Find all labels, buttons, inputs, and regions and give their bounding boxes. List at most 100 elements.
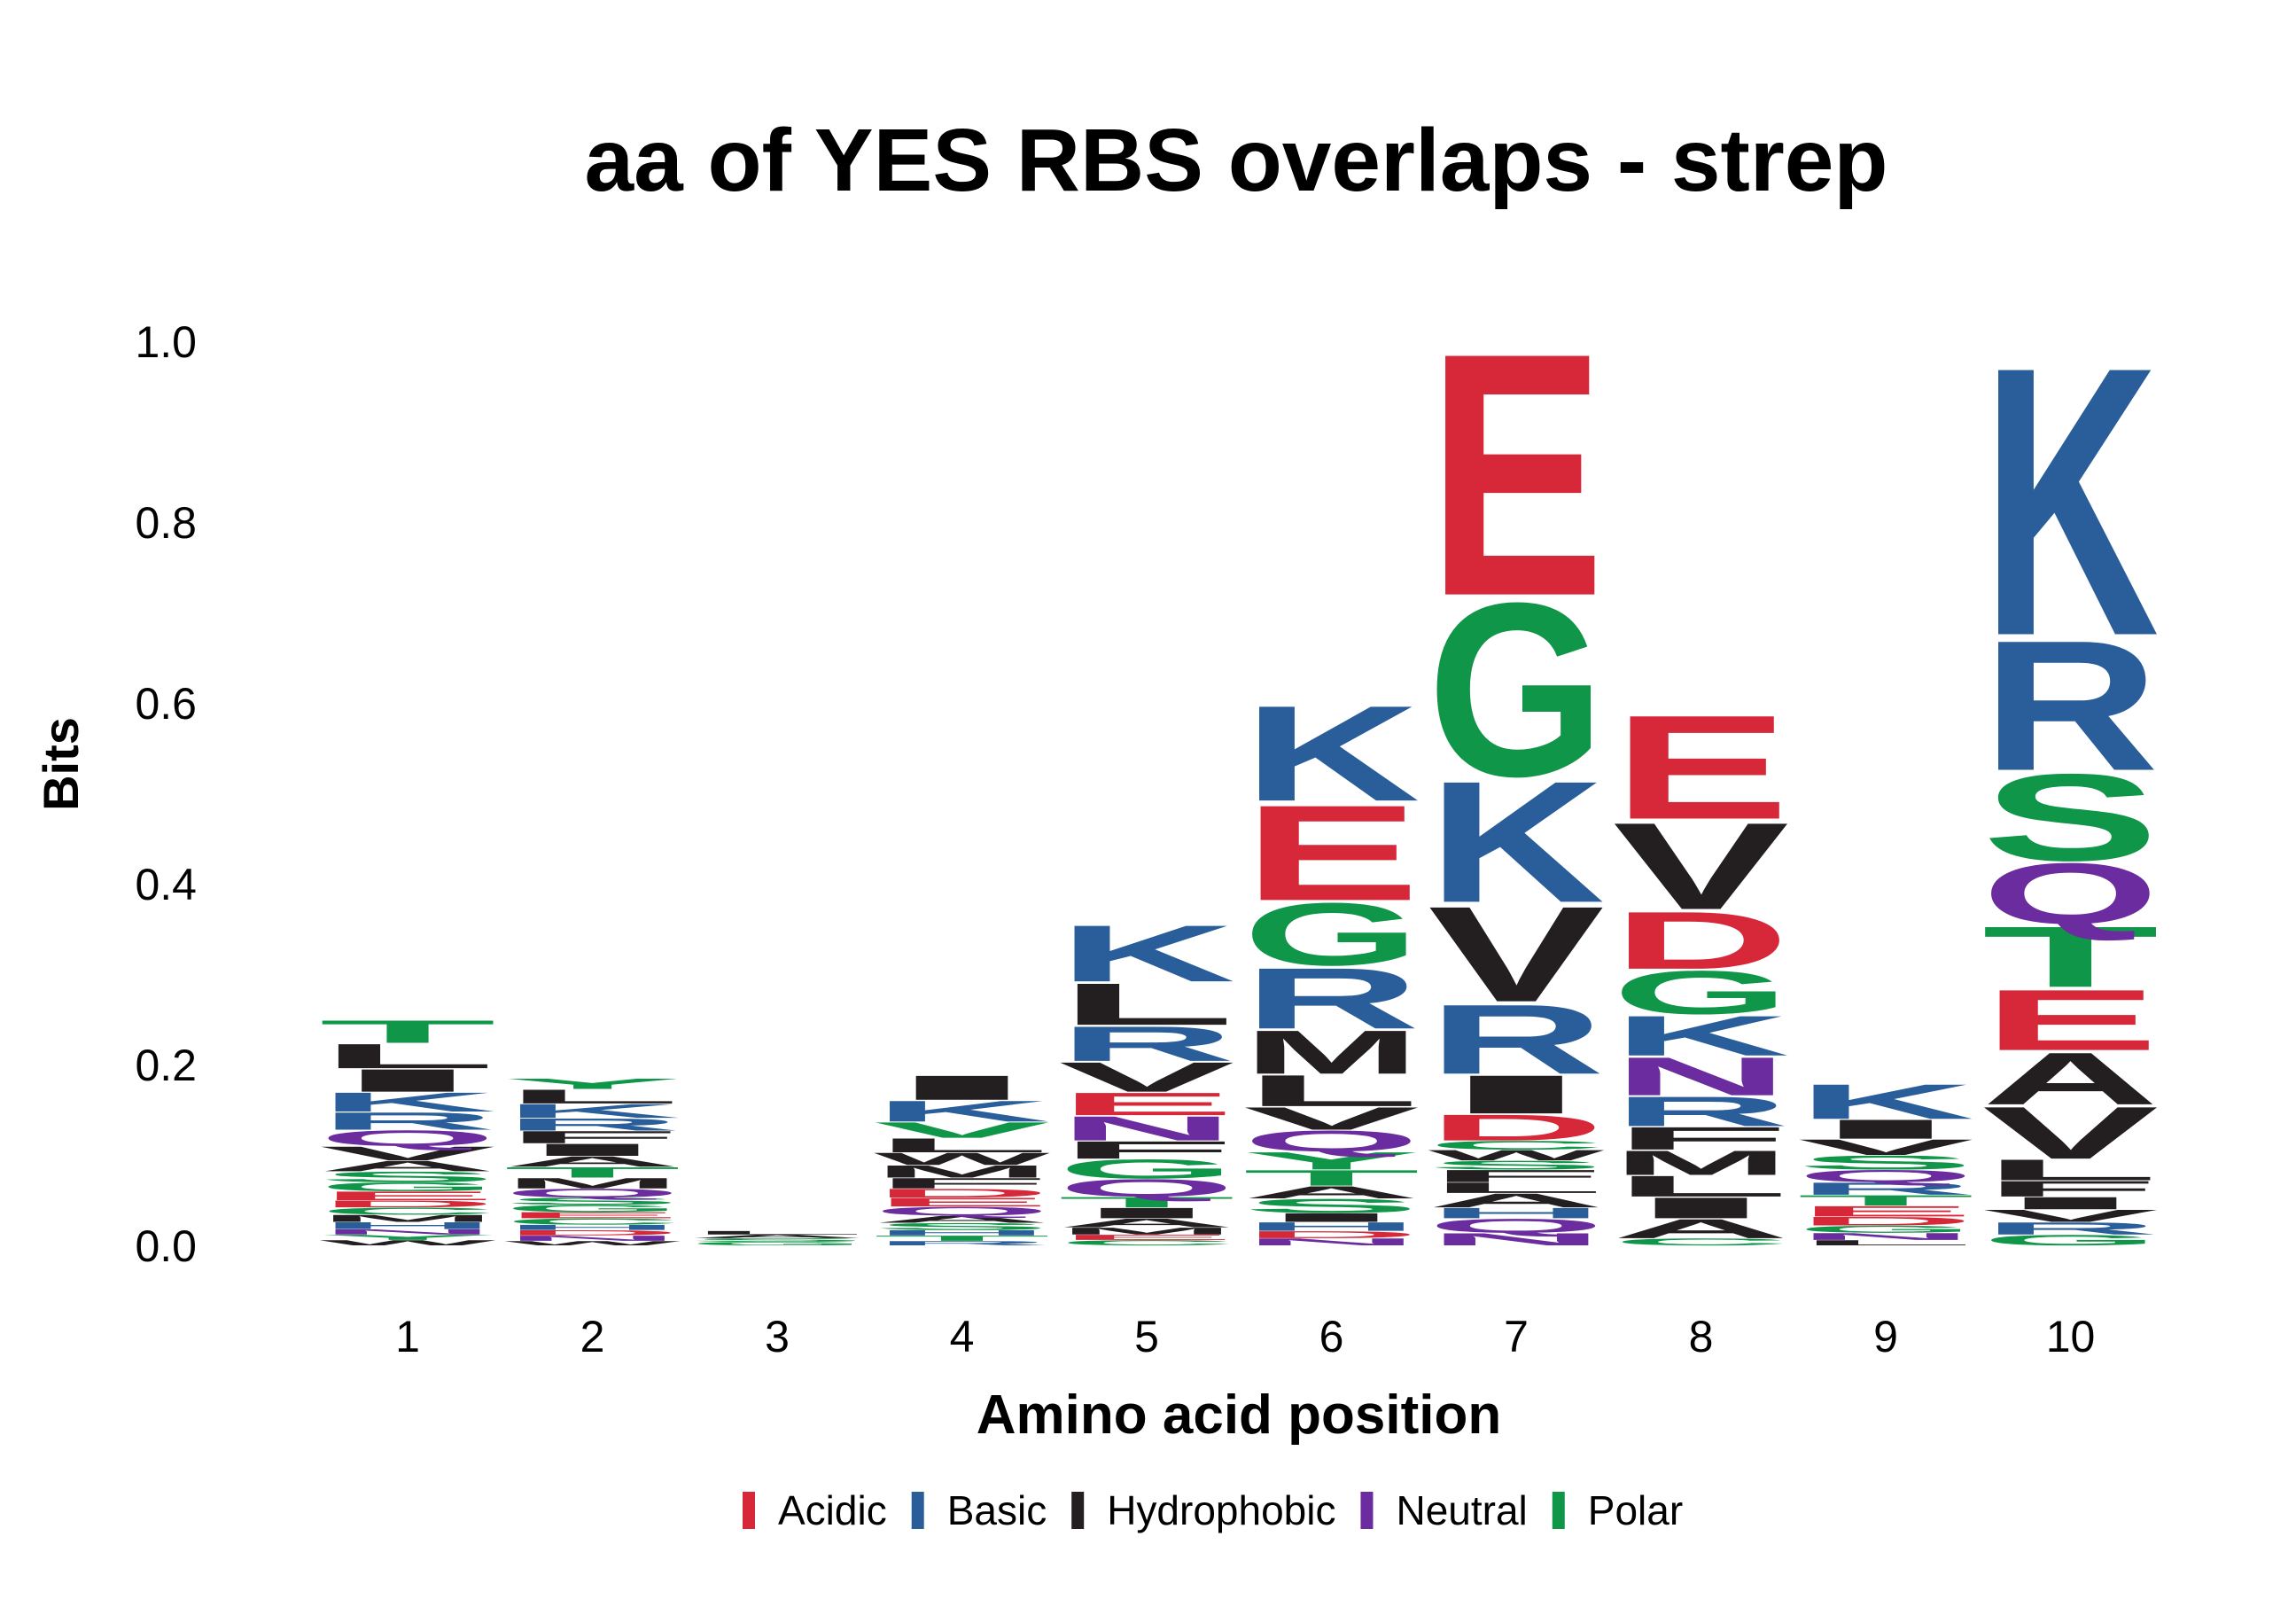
- logo-letter-k: K: [319, 1087, 496, 1117]
- logo-letter-g: G: [319, 1180, 496, 1194]
- logo-letter-w: W: [1428, 1147, 1605, 1164]
- x-axis-label: Amino acid position: [977, 1384, 1501, 1446]
- logo-letter-f: F: [1982, 1176, 2160, 1201]
- logo-letter-k: K: [1243, 678, 1420, 831]
- x-tick-label: 2: [580, 1312, 605, 1361]
- y-tick-label: 0.8: [135, 498, 197, 548]
- logo-letter-i: I: [1428, 1065, 1605, 1126]
- logo-letter-k: K: [1982, 288, 2160, 717]
- logo-letter-q: Q: [874, 1205, 1051, 1219]
- legend-swatch: [743, 1492, 755, 1529]
- logo-letter-i: I: [319, 1063, 496, 1099]
- logo-letter-i: I: [1797, 1114, 1974, 1144]
- logo-letter-s: S: [874, 1221, 1051, 1232]
- logo-letter-k: K: [1058, 909, 1235, 999]
- logo-letter-l: L: [1982, 1153, 2160, 1186]
- logo-letter-i: I: [874, 1068, 1051, 1107]
- logo-letter-g: G: [1613, 957, 1790, 1026]
- legend-swatch: [911, 1492, 924, 1529]
- logo-letter-d: D: [1428, 1107, 1605, 1149]
- logo-letter-e: E: [503, 1211, 681, 1221]
- logo-letter-e: E: [1797, 1203, 1974, 1220]
- legend-item-acidic: Acidic: [743, 1487, 887, 1533]
- logo-letter-s: S: [1797, 1151, 1974, 1174]
- logo-letter-y: Y: [1243, 1147, 1420, 1174]
- logo-letter-n: N: [1058, 1109, 1235, 1148]
- logo-letter-h: H: [1243, 1220, 1420, 1234]
- logo-letter-f: F: [1428, 1166, 1605, 1186]
- logo-letter-a: A: [1613, 1213, 1790, 1244]
- logo-letter-g: G: [504, 1203, 681, 1214]
- logo-letter-m: M: [1058, 1226, 1235, 1237]
- logo-letter-s: S: [1982, 748, 2160, 887]
- y-axis-label: Bits: [33, 717, 89, 811]
- logo-letter-l: L: [1428, 1180, 1605, 1197]
- logo-letter-n: N: [504, 1234, 681, 1242]
- logo-letter-k: K: [504, 1100, 681, 1122]
- logo-letter-r: R: [1428, 984, 1605, 1095]
- logo-letter-t: T: [1058, 1194, 1235, 1211]
- logo-letter-h: H: [1428, 1205, 1605, 1221]
- legend-swatch: [1071, 1492, 1085, 1529]
- logo-letter-g: G: [1797, 1224, 1974, 1236]
- logo-letter-a: A: [1981, 1037, 2159, 1119]
- logo-letter-c: C: [1613, 1236, 1790, 1247]
- logo-letter-w: W: [874, 1150, 1050, 1169]
- logo-letter-r: R: [1058, 1017, 1235, 1072]
- logo-letter-a: A: [1428, 1190, 1605, 1212]
- logo-letter-a: A: [1243, 1182, 1420, 1202]
- logo-letter-r: R: [1613, 1088, 1790, 1135]
- logo-letter-t: T: [504, 1164, 681, 1181]
- logo-letter-r: R: [1982, 1219, 2160, 1238]
- logo-letter-d: D: [1797, 1214, 1974, 1228]
- logo-letter-i: I: [1982, 1193, 2160, 1213]
- x-tick-label: 3: [765, 1312, 790, 1361]
- logo-letter-t: T: [1982, 909, 2160, 1005]
- logo-letter-r: R: [1797, 1179, 1974, 1198]
- x-tick-label: 1: [395, 1312, 420, 1361]
- logo-letter-n: N: [319, 1228, 496, 1236]
- logo-letter-c: C: [1428, 1138, 1605, 1152]
- logo-letter-s: S: [689, 1237, 866, 1243]
- legend-swatch: [1360, 1492, 1374, 1529]
- logo-letter-d: D: [1613, 894, 1790, 986]
- logo-letter-m: M: [874, 1162, 1051, 1182]
- logo-letter-l: L: [689, 1230, 866, 1236]
- logo-letter-q: Q: [1428, 1215, 1605, 1237]
- x-tick-label: 10: [2046, 1312, 2096, 1361]
- logo-letter-m: M: [1613, 1143, 1790, 1182]
- logo-letter-n: N: [1613, 1046, 1790, 1107]
- logo-letter-t: T: [1243, 1166, 1420, 1190]
- logo-letter-n: N: [1428, 1229, 1605, 1249]
- y-tick-label: 0.0: [135, 1221, 197, 1271]
- x-tick-label: 4: [950, 1312, 975, 1361]
- legend-label: Neutral: [1396, 1487, 1527, 1533]
- x-tick-label: 9: [1873, 1312, 1898, 1361]
- logo-letter-f: F: [1613, 1120, 1790, 1157]
- logo-letter-q: Q: [1797, 1166, 1974, 1186]
- legend-item-hydrophobic: Hydrophobic: [1071, 1487, 1335, 1533]
- logo-letter-w: W: [504, 1240, 681, 1247]
- logo-letter-k: K: [1797, 1074, 1974, 1129]
- legend-label: Acidic: [778, 1487, 887, 1533]
- logo-letter-y: Y: [504, 1075, 681, 1092]
- legend-item-neutral: Neutral: [1360, 1487, 1528, 1533]
- logo-letter-e: E: [874, 1196, 1051, 1210]
- logo-letter-t: T: [874, 1234, 1051, 1242]
- logo-letter-a: A: [319, 1158, 496, 1174]
- logo-letter-q: Q: [1243, 1125, 1420, 1158]
- logo-letter-v: V: [1982, 1206, 2159, 1226]
- logo-letter-v: V: [1428, 878, 1604, 1031]
- logo-letter-c: C: [1058, 1238, 1235, 1246]
- y-tick-label: 0.4: [135, 860, 197, 909]
